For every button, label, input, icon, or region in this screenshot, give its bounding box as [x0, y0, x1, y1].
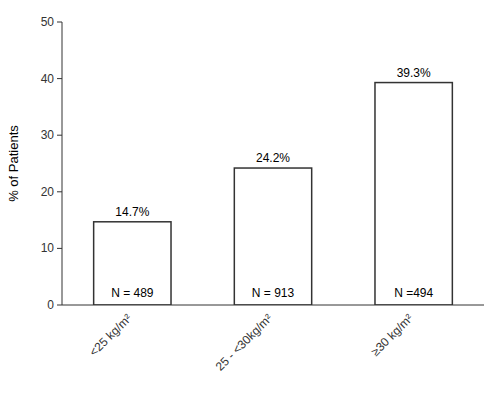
y-tick-label: 10 [41, 241, 55, 255]
data-label: 24.2% [256, 151, 290, 165]
bars [94, 83, 453, 305]
bar [375, 83, 452, 305]
chart-container: 14.7% 24.2% 39.3% N = 489 N = 913 N =494 0 10 20… [0, 0, 500, 417]
y-tick-label: 50 [41, 15, 55, 29]
chart-svg: 14.7% 24.2% 39.3% N = 489 N = 913 N =494 0 10 20… [0, 0, 500, 417]
bar [234, 168, 311, 305]
y-tick [57, 135, 62, 136]
y-tick [57, 22, 62, 23]
data-label: 39.3% [397, 66, 431, 80]
annotation: N = 913 [252, 286, 295, 300]
y-tick-label: 30 [41, 128, 55, 142]
y-tick [57, 248, 62, 249]
x-tick-label: <25 kg/m² [87, 311, 135, 359]
y-axis-label: % of Patients [6, 125, 21, 202]
y-tick [57, 305, 62, 306]
x-tick-label: ≥30 kg/m² [368, 311, 416, 359]
y-axis-line [62, 22, 63, 305]
annotation: N =494 [394, 286, 433, 300]
bar [94, 222, 171, 305]
x-axis-line [62, 305, 484, 306]
y-tick-label: 20 [41, 185, 55, 199]
y-tick [57, 191, 62, 192]
y-tick-label: 0 [47, 298, 54, 312]
y-tick-label: 40 [41, 72, 55, 86]
x-tick-label: 25 - <30kg/m² [213, 311, 275, 373]
y-tick [57, 78, 62, 79]
data-label: 14.7% [115, 205, 149, 219]
annotation: N = 489 [111, 286, 154, 300]
